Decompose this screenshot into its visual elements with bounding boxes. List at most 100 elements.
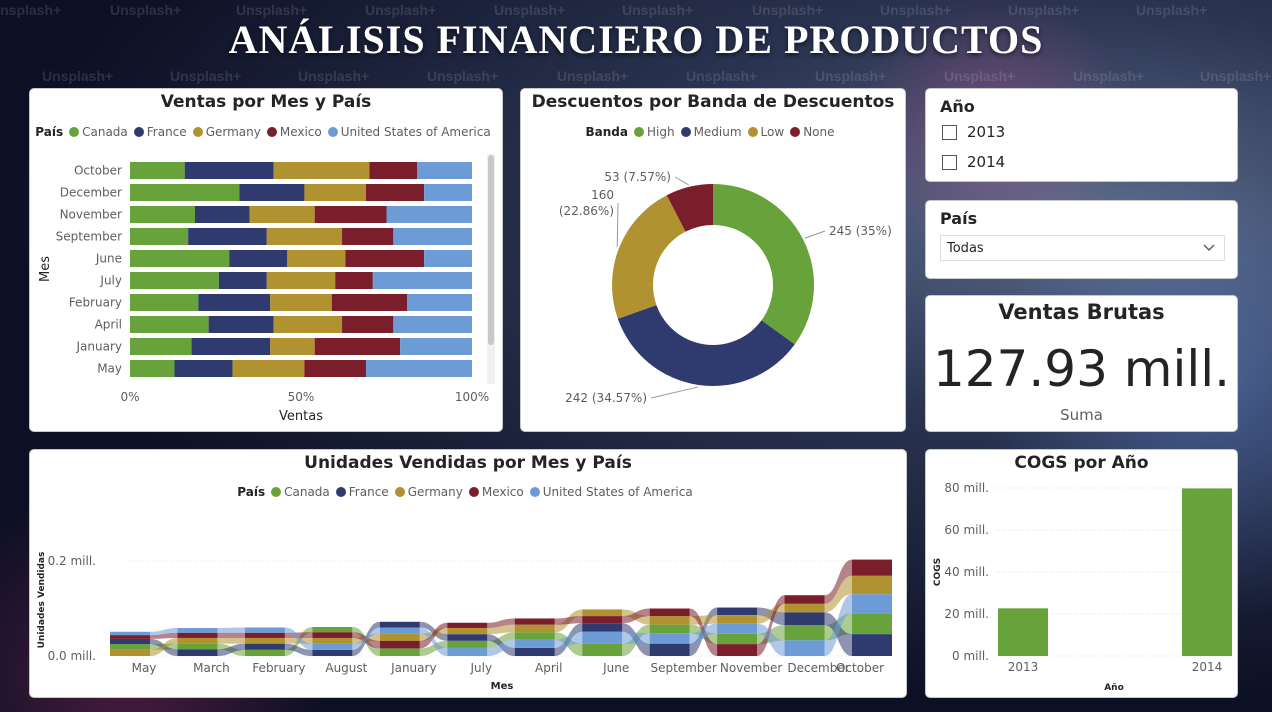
legend-swatch (394, 487, 405, 497)
donut-slice (612, 195, 686, 319)
y-axis-title: COGS (933, 558, 943, 586)
scrollbar-thumb (488, 155, 494, 345)
legend-item[interactable]: Germany (192, 125, 261, 139)
unidades-card[interactable]: Unidades Vendidas por Mes y País País Can… (30, 450, 906, 697)
pais-slicer[interactable]: País Todas (926, 201, 1237, 278)
y-tick-label: 80 mill. (944, 481, 989, 495)
bar-segment (130, 294, 199, 311)
ribbon-segment (784, 625, 825, 641)
ribbon-segment (852, 594, 892, 614)
watermark-text: Unsplash+ (686, 68, 758, 84)
ribbon-segment (110, 644, 150, 650)
legend-item[interactable]: United States of America (529, 485, 693, 499)
bar-segment (273, 316, 343, 333)
ventas-chart-title: Ventas por Mes y País (160, 92, 372, 112)
legend-item[interactable]: France (133, 125, 187, 139)
ribbon-band (689, 623, 718, 644)
cogs-card[interactable]: COGS por Año 80 mill. 60 mill. 40 mill. 20 … (926, 450, 1237, 697)
ribbon-segment (110, 631, 150, 636)
cogs-chart-title: COGS por Año (1014, 453, 1149, 473)
legend-item[interactable]: Mexico (468, 485, 524, 499)
bar-segment (273, 162, 370, 179)
ribbon-band (217, 643, 245, 656)
ribbon-segment (177, 632, 218, 638)
pais-dropdown[interactable]: Todas (940, 235, 1225, 261)
ribbon-segment (244, 632, 285, 638)
ribbon-band (284, 643, 313, 656)
y-tick-label: 40 mill. (944, 565, 989, 579)
legend-item[interactable]: Germany (394, 485, 463, 499)
unidades-chart-title: Unidades Vendidas por Mes y País (304, 453, 632, 473)
ribbon-segment (514, 624, 555, 633)
legend-label: None (803, 125, 835, 139)
bar-segment (287, 250, 346, 267)
bar-segment (174, 360, 233, 377)
anio-slicer[interactable]: Año 2013 2014 (926, 89, 1237, 181)
anio-option-2013[interactable]: 2013 (942, 117, 1005, 147)
ribbon-segment (379, 621, 420, 628)
dropdown-value: Todas (947, 240, 984, 256)
bar-segment (191, 338, 271, 355)
ribbon-segment (177, 637, 218, 644)
bar-segment (314, 206, 387, 223)
ribbon-segment (649, 624, 690, 634)
ribbon-segment (784, 595, 825, 604)
ribbon-band (419, 640, 448, 656)
ventas-brutas-card[interactable]: Ventas Brutas 127.93 mill. Suma (926, 296, 1237, 431)
bar-segment (400, 338, 472, 355)
ventas-mes-pais-card[interactable]: Ventas por Mes y País País Canada France Ge… (30, 89, 502, 431)
bar-segment (130, 228, 189, 245)
legend-item[interactable]: High (633, 125, 675, 139)
watermark-text: Unsplash+ (1008, 2, 1080, 18)
bar-segment (270, 338, 315, 355)
watermark-text: Unsplash+ (880, 2, 952, 18)
ribbon-segment (852, 559, 892, 576)
ribbon-segment (379, 627, 420, 634)
legend-label: United States of America (542, 485, 693, 499)
bar-segment (249, 206, 315, 223)
ribbon-segment (447, 627, 488, 635)
legend-item[interactable]: None (790, 125, 835, 139)
legend-title: País (237, 485, 266, 499)
legend-item[interactable]: Canada (271, 485, 330, 499)
legend-item[interactable]: Medium (680, 125, 742, 139)
watermark-text: Unsplash+ (494, 2, 566, 18)
descuentos-card[interactable]: Descuentos por Banda de Descuentos Banda… (521, 89, 905, 431)
legend-item[interactable]: Canada (69, 125, 128, 139)
option-label: 2013 (967, 123, 1006, 141)
ribbon-segment (514, 647, 555, 656)
bar-segment (424, 184, 472, 201)
data-label-line: (22.86%) (559, 204, 614, 218)
bar-segment (198, 294, 271, 311)
unidades-ribbon-chart: 0.2 mill. 0.0 mill. May March February August… (37, 552, 892, 692)
legend-swatch (790, 127, 801, 137)
ribbon-band (824, 575, 852, 613)
descuentos-legend: Banda High Medium Low None (521, 125, 905, 139)
anio-option-2014[interactable]: 2014 (942, 147, 1005, 177)
y-tick-label: 0.2 mill. (48, 554, 96, 568)
ribbon-band (554, 616, 583, 625)
chevron-down-icon[interactable] (1202, 241, 1216, 255)
checkbox[interactable] (942, 154, 957, 170)
legend-item[interactable]: France (335, 485, 389, 499)
ribbon-segment (447, 634, 488, 641)
ribbon-segment (582, 623, 623, 632)
ribbon-segment (582, 631, 623, 644)
legend-label: High (646, 125, 675, 139)
x-axis-title: Mes (491, 681, 514, 692)
y-tick-label: July (99, 274, 122, 288)
x-tick-label: 0% (120, 390, 139, 404)
anio-slicer-title: Año (940, 97, 975, 116)
ribbon-segment (177, 643, 218, 650)
ribbon-segment (379, 648, 420, 656)
leader-line (674, 176, 689, 186)
ribbon-segment (582, 643, 623, 656)
checkbox[interactable] (942, 124, 957, 140)
legend-item[interactable]: Low (747, 125, 784, 139)
legend-item[interactable]: Mexico (266, 125, 322, 139)
ribbon-band (419, 627, 448, 656)
bar-segment (130, 360, 175, 377)
ribbon-segment (110, 649, 150, 656)
y-tick-label: December (60, 186, 122, 200)
legend-item[interactable]: United States of America (327, 125, 491, 139)
